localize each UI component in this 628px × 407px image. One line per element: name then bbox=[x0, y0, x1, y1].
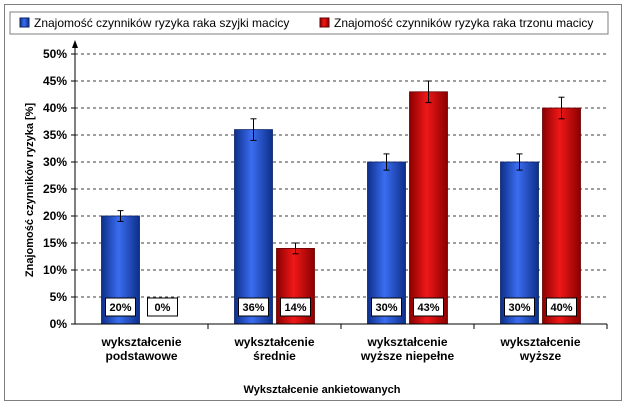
y-tick-label: 45% bbox=[43, 74, 67, 88]
x-axis-title: Wykształcenie ankietowanych bbox=[244, 384, 401, 396]
data-label: 20% bbox=[109, 302, 131, 314]
y-tick-label: 5% bbox=[50, 290, 68, 304]
data-label: 30% bbox=[375, 302, 397, 314]
legend-label-cervix: Znajomość czynników ryzyka raka szyjki m… bbox=[34, 16, 289, 30]
data-label-box bbox=[413, 297, 444, 317]
category-label: wykształcenie bbox=[366, 335, 447, 349]
category-label: wyższe bbox=[519, 349, 562, 363]
legend-swatch-cervix bbox=[19, 17, 30, 28]
gridlines bbox=[75, 53, 607, 298]
data-label: 14% bbox=[284, 302, 306, 314]
y-tick-label: 50% bbox=[43, 47, 67, 61]
y-tick-label: 20% bbox=[43, 209, 67, 223]
category-label: podstawowe bbox=[105, 349, 177, 363]
bar bbox=[409, 91, 448, 325]
y-tick-label: 0% bbox=[50, 317, 68, 331]
bar bbox=[367, 161, 406, 325]
data-label: 40% bbox=[550, 302, 572, 314]
y-tick-label: 30% bbox=[43, 155, 67, 169]
legend-box bbox=[9, 11, 609, 35]
data-label-box bbox=[105, 297, 136, 317]
category-label: wykształcenie bbox=[233, 335, 314, 349]
y-axis-title: Znajomość czynników ryzyka [%] bbox=[24, 103, 36, 278]
y-tick-label: 15% bbox=[43, 236, 67, 250]
data-label-box bbox=[238, 297, 269, 317]
y-tick-label: 35% bbox=[43, 128, 67, 142]
data-label: 0% bbox=[155, 302, 171, 314]
data-label-box bbox=[280, 297, 311, 317]
legend: Znajomość czynników ryzyka raka szyjki m… bbox=[9, 11, 609, 35]
legend-swatch-uterus bbox=[319, 17, 330, 28]
y-axis-arrow bbox=[72, 40, 78, 48]
bar bbox=[234, 129, 273, 325]
data-label-box bbox=[371, 297, 402, 317]
data-label-box bbox=[147, 297, 178, 317]
bar bbox=[500, 161, 539, 325]
legend-label-uterus: Znajomość czynników ryzyka raka trzonu m… bbox=[334, 16, 593, 30]
y-axis-ticks: 0% 5% 10% 15% 20% 25% 30% 35% 40% 45% 50% bbox=[43, 47, 75, 331]
data-label: 30% bbox=[508, 302, 530, 314]
category-label: wykształcenie bbox=[499, 335, 580, 349]
y-tick-label: 40% bbox=[43, 101, 67, 115]
data-label: 36% bbox=[242, 302, 264, 314]
axes bbox=[72, 40, 608, 329]
bars: 20% 0% 36% 14% 30% 43% 30% 40% bbox=[101, 80, 581, 325]
data-label: 43% bbox=[417, 302, 439, 314]
category-labels: wykształceniepodstawowewykształcenieśred… bbox=[100, 335, 580, 363]
category-label: średnie bbox=[253, 349, 296, 363]
data-label-box bbox=[546, 297, 577, 317]
y-tick-label: 10% bbox=[43, 263, 67, 277]
category-label: wyższe niepełne bbox=[360, 349, 455, 363]
data-label-box bbox=[504, 297, 535, 317]
bar bbox=[542, 107, 581, 325]
category-label: wykształcenie bbox=[100, 335, 181, 349]
y-tick-label: 25% bbox=[43, 182, 67, 196]
